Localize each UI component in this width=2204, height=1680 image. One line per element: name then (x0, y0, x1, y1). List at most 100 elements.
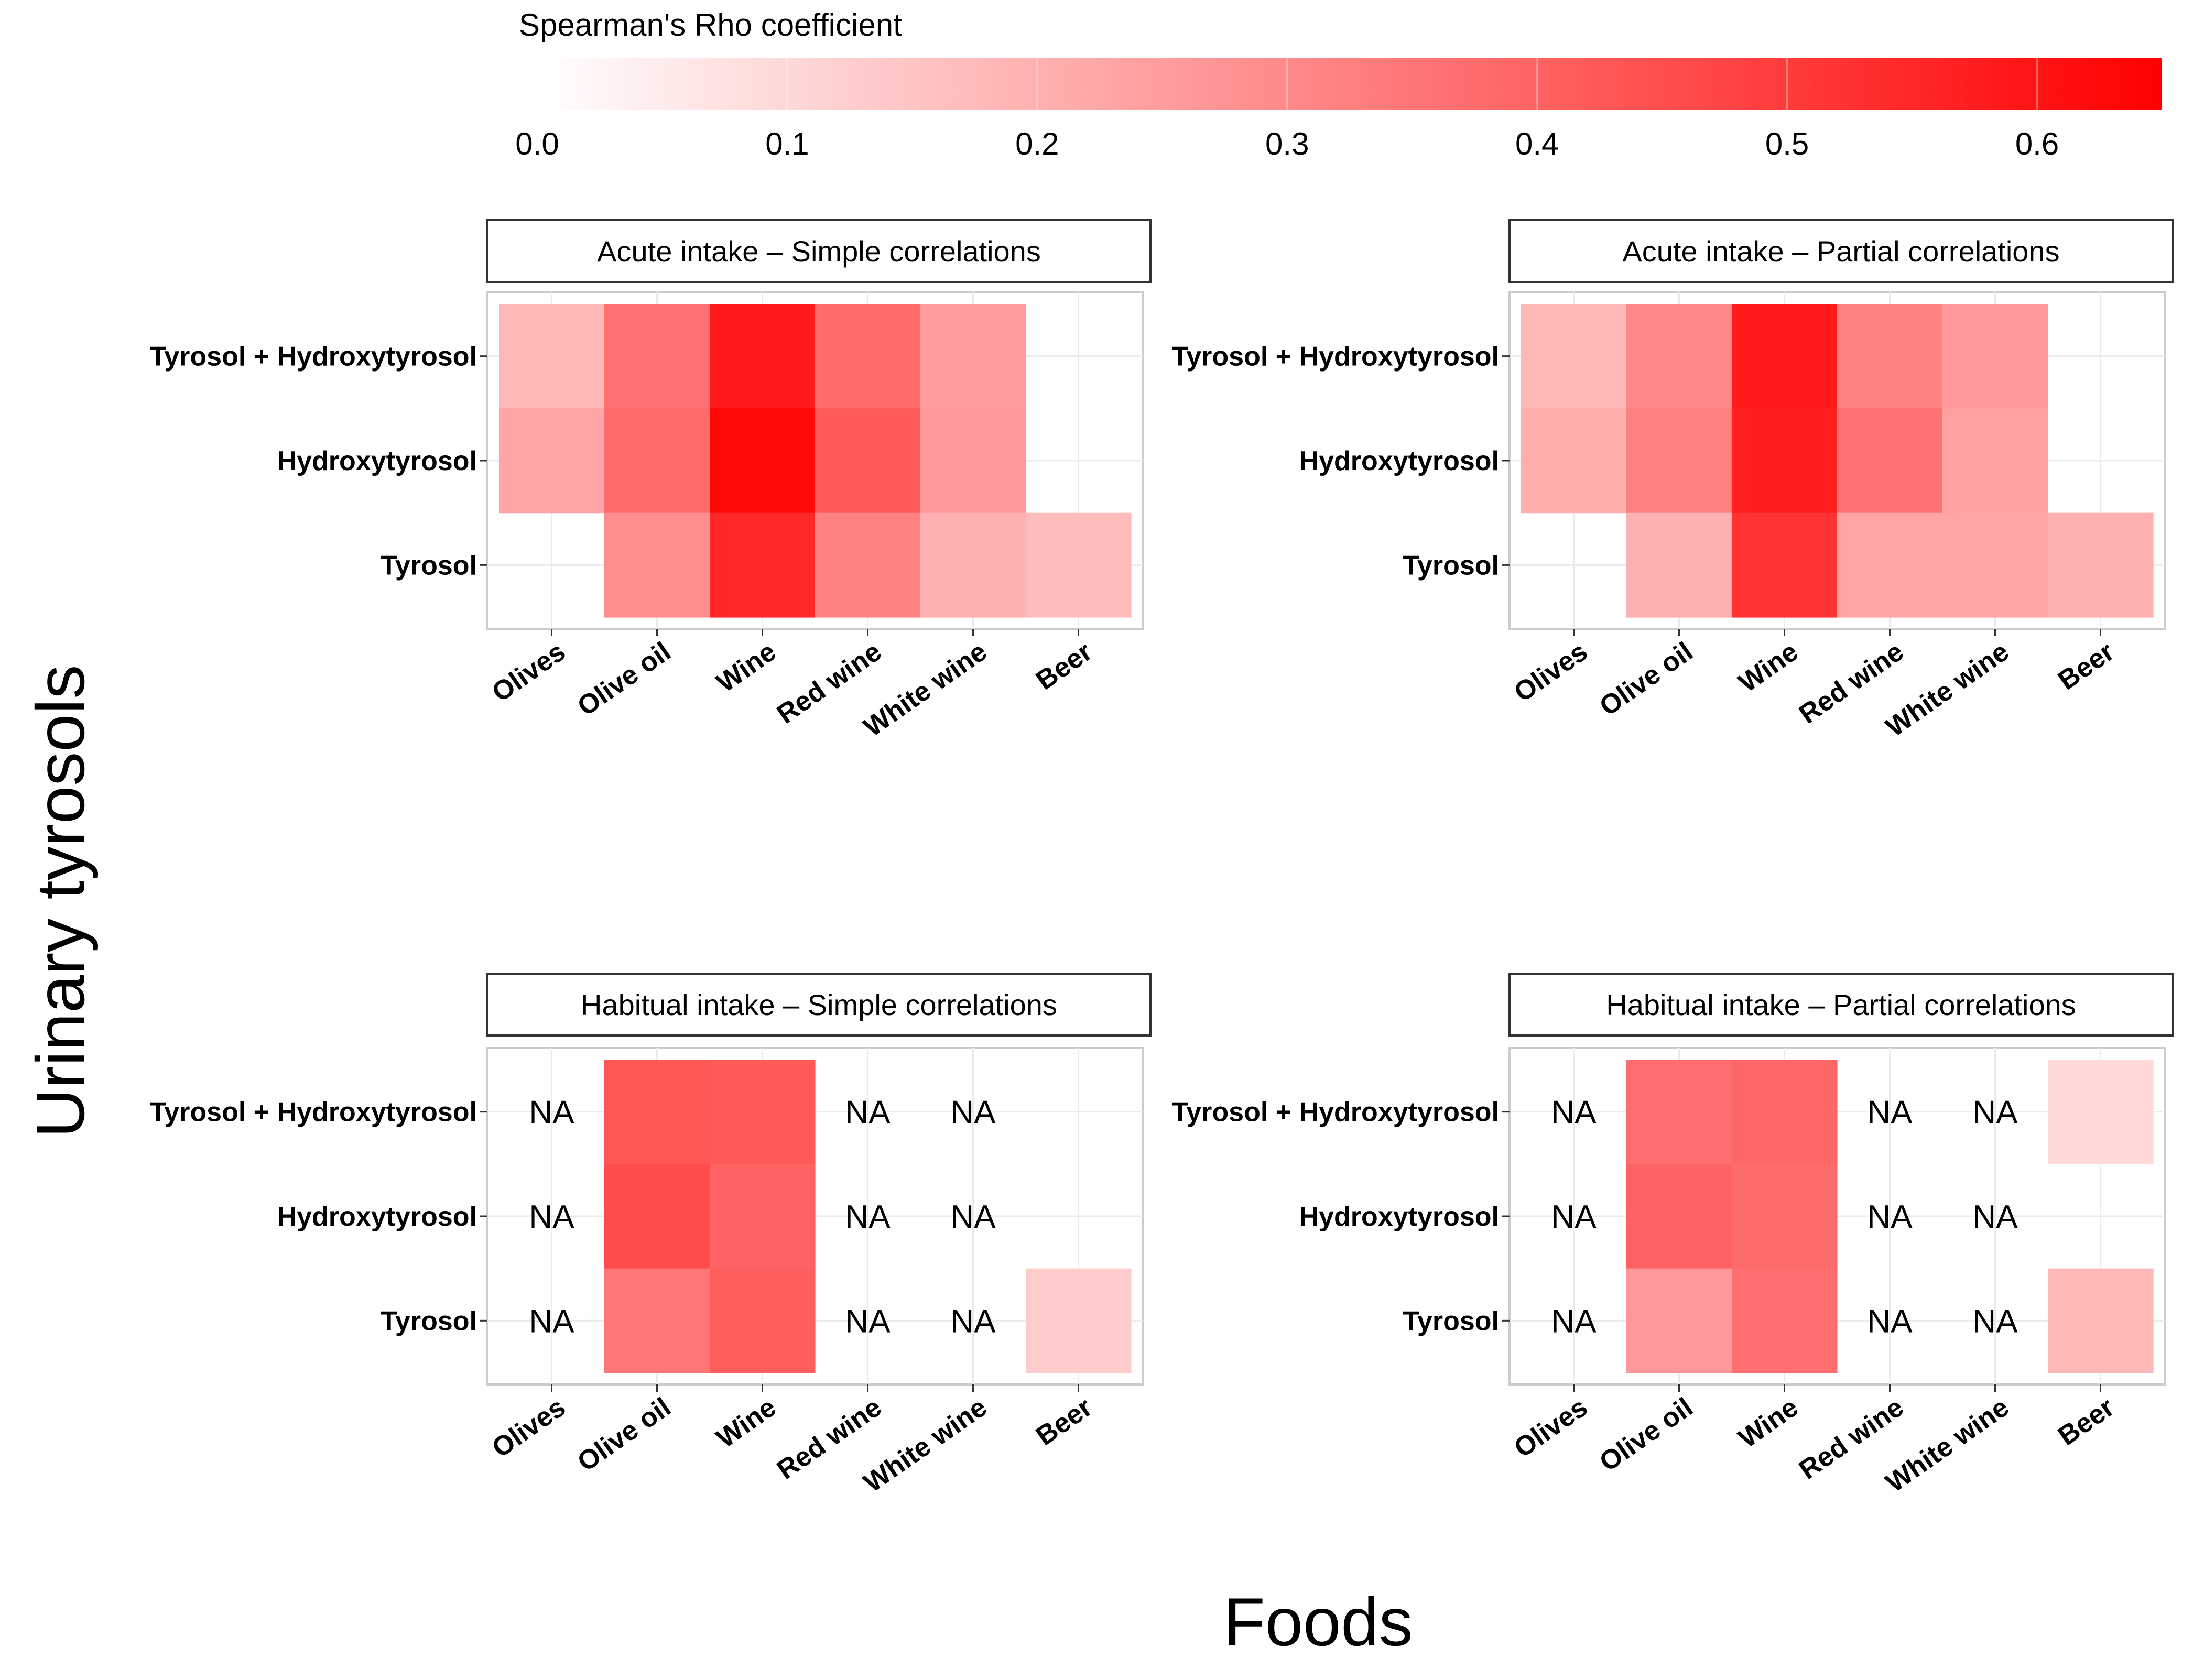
panel-title: Habitual intake – Partial correlations (1606, 988, 2076, 1021)
heatmap-cell-na: NA (950, 1303, 996, 1339)
row-label: Tyrosol + Hydroxytyrosol (1171, 342, 1499, 372)
heatmap-cell-na: NA (1972, 1303, 2018, 1339)
heatmap-cell (1837, 512, 1943, 618)
panel-title: Acute intake – Partial correlations (1622, 235, 2059, 268)
heatmap-cell (2048, 1060, 2154, 1164)
heatmap-cell (1626, 304, 1732, 409)
heatmap-cell (1626, 408, 1732, 514)
heatmap-cell (604, 1268, 710, 1373)
x-axis-title: Foods (1223, 1584, 1413, 1660)
heatmap-cell-na: NA (950, 1199, 996, 1235)
column-label: Wine (1733, 1392, 1804, 1454)
column-label: Olives (1508, 1392, 1593, 1464)
column-label: Beer (2053, 1392, 2120, 1452)
legend-tick-label: 0.3 (1265, 126, 1309, 161)
legend-tick-label: 0.1 (765, 126, 809, 161)
heatmap-cell (1626, 1060, 1732, 1164)
column-label: Wine (1733, 636, 1804, 698)
legend-tick-label: 0.5 (1765, 126, 1809, 161)
row-label: Hydroxytyrosol (277, 1202, 477, 1232)
legend-tick-label: 0.0 (515, 126, 559, 161)
column-label: Olives (486, 1392, 571, 1464)
heatmap-panels: Acute intake – Simple correlations Tyroso… (149, 219, 2174, 1499)
color-legend: Spearman's Rho coefficient 0.0 0.1 0.2 0.3 0… (515, 7, 2162, 161)
column-label: Olives (1508, 636, 1593, 708)
heatmap-cell (1942, 512, 2048, 618)
heatmap-cell-na: NA (1867, 1095, 1913, 1131)
heatmap-cell (1626, 512, 1732, 618)
column-label: Beer (1030, 636, 1098, 696)
heatmap-cell (1732, 1268, 1838, 1373)
heatmap-cell-na: NA (1551, 1095, 1597, 1131)
heatmap-cell (604, 408, 710, 514)
panel-title-box (486, 219, 1152, 283)
heatmap-panel: Habitual intake – Simple correlations NA N… (149, 973, 1152, 1499)
heatmap-panel: Habitual intake – Partial correlations NA… (1171, 973, 2174, 1499)
column-label: Olive oil (1594, 636, 1698, 722)
heatmap-cell-na: NA (1972, 1095, 2018, 1131)
heatmap-cell (1521, 304, 1627, 409)
row-label: Tyrosol + Hydroxytyrosol (149, 342, 477, 372)
panel-title-box (1508, 219, 2174, 283)
heatmap-cell (920, 512, 1026, 618)
heatmap-cell (499, 408, 605, 514)
heatmap-cell-na: NA (845, 1303, 891, 1339)
heatmap-cell (604, 512, 710, 618)
heatmap-cell (2048, 512, 2154, 618)
heatmap-cell (1942, 304, 2048, 409)
heatmap-cell (1732, 1060, 1838, 1164)
heatmap-cell (1837, 304, 1943, 409)
panel-title: Habitual intake – Simple correlations (581, 988, 1057, 1021)
heatmap-cell (815, 512, 921, 618)
panel-title-box (486, 973, 1152, 1037)
heatmap-cell (1732, 408, 1838, 514)
heatmap-cell (1942, 408, 2048, 514)
legend-tick-label: 0.6 (2015, 126, 2059, 161)
heatmap-panel: Acute intake – Partial correlations Tyros… (1171, 219, 2174, 743)
heatmap-cell (604, 1164, 710, 1269)
heatmap-cell-na: NA (529, 1199, 574, 1235)
heatmap-cell (1026, 512, 1132, 618)
heatmap-panel: Acute intake – Simple correlations Tyroso… (149, 219, 1152, 743)
row-label: Hydroxytyrosol (1299, 1202, 1499, 1232)
heatmap-cell (1732, 304, 1838, 409)
y-axis-title: Urinary tyrosols (22, 665, 99, 1138)
heatmap-cell-na: NA (845, 1199, 891, 1235)
row-label: Tyrosol (1403, 550, 1499, 581)
heatmap-cell (710, 1268, 816, 1373)
row-label: Hydroxytyrosol (1299, 446, 1499, 476)
heatmap-cell (710, 1060, 816, 1164)
panel-title-box (1508, 973, 2174, 1037)
column-label: Olives (486, 636, 571, 708)
row-label: Tyrosol (1403, 1306, 1499, 1336)
legend-tick-label: 0.2 (1015, 126, 1059, 161)
heatmap-cell-na: NA (1867, 1303, 1913, 1339)
heatmap-cell-na: NA (1972, 1199, 2018, 1235)
heatmap-cell (604, 1060, 710, 1164)
heatmap-cell-na: NA (529, 1095, 574, 1131)
heatmap-cell-na: NA (950, 1095, 996, 1131)
heatmap-cell (815, 304, 921, 409)
column-label: Beer (1030, 1392, 1098, 1452)
heatmap-cell (1026, 1268, 1132, 1373)
heatmap-cell (604, 304, 710, 409)
heatmap-cell (499, 304, 605, 409)
heatmap-cell-na: NA (1551, 1303, 1597, 1339)
heatmap-cell (1521, 408, 1627, 514)
heatmap-cell (920, 304, 1026, 409)
column-label: Olive oil (1594, 1392, 1698, 1478)
legend-tick-labels: 0.0 0.1 0.2 0.3 0.4 0.5 0.6 (515, 58, 2059, 161)
heatmap-cell (710, 408, 816, 514)
heatmap-cell (1732, 1164, 1838, 1269)
heatmap-cell (1626, 1268, 1732, 1373)
heatmap-cell-na: NA (529, 1303, 574, 1339)
heatmap-cell (2048, 1268, 2154, 1373)
heatmap-cell-na: NA (1551, 1199, 1597, 1235)
heatmap-cell (710, 512, 816, 618)
row-label: Hydroxytyrosol (277, 446, 477, 476)
heatmap-cell-na: NA (845, 1095, 891, 1131)
column-label: Olive oil (572, 1392, 676, 1478)
column-label: Olive oil (572, 636, 676, 722)
column-label: Wine (711, 636, 782, 698)
